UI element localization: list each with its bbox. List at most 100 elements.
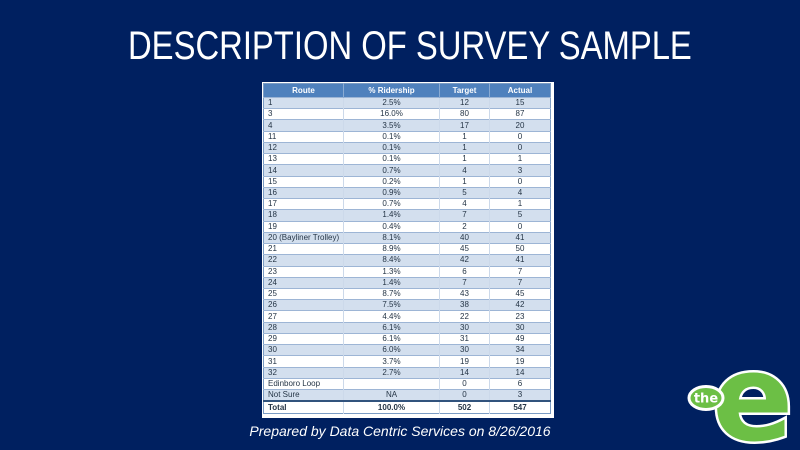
cell-ridership: 0.1% (343, 130, 440, 143)
cell-actual: 19 (489, 355, 551, 368)
cell-route: 15 (263, 175, 344, 188)
cell-ridership: 0.2% (343, 175, 440, 188)
cell-target: 38 (439, 299, 490, 311)
cell-actual: 41 (489, 231, 551, 244)
cell-target: 1 (439, 153, 490, 165)
table-row: 27 4.4% 22 23 (263, 310, 551, 323)
table-row: Total 100.0% 502 547 (263, 400, 551, 414)
cell-route: 19 (263, 220, 344, 233)
cell-ridership: 2.5% (343, 96, 440, 109)
cell-ridership: 6.1% (343, 332, 440, 345)
cell-route: 24 (263, 276, 344, 289)
cell-target: 1 (439, 130, 490, 143)
logo-the-label: the (694, 392, 718, 407)
cell-target: 42 (439, 254, 490, 267)
cell-ridership: 0.1% (343, 141, 440, 154)
column-header-actual: Actual (489, 83, 551, 98)
cell-ridership: 6.0% (343, 344, 440, 356)
cell-target: 45 (439, 243, 490, 255)
cell-target: 7 (439, 276, 490, 289)
column-header-target: Target (439, 83, 490, 98)
cell-actual: 4 (489, 186, 551, 199)
cell-ridership: 8.7% (343, 287, 440, 300)
cell-target: 19 (439, 355, 490, 368)
survey-table-panel: Route % Ridership Target Actual 1 2.5% 1… (262, 82, 554, 418)
cell-actual: 3 (489, 389, 551, 402)
table-row: 19 0.4% 2 0 (263, 220, 551, 233)
cell-route: 20 (Bayliner Trolley) (263, 231, 344, 244)
table-row: 11 0.1% 1 0 (263, 130, 551, 143)
table-row: Edinboro Loop 0 6 (263, 377, 551, 390)
cell-ridership: 8.4% (343, 254, 440, 267)
table-row: 13 0.1% 1 1 (263, 153, 551, 165)
cell-route: 17 (263, 198, 344, 210)
cell-route: 22 (263, 254, 344, 267)
cell-actual: 5 (489, 209, 551, 222)
cell-route: 4 (263, 119, 344, 132)
cell-target: 30 (439, 344, 490, 356)
table-row: 24 1.4% 7 7 (263, 276, 551, 289)
cell-target: 1 (439, 141, 490, 154)
cell-ridership: 16.0% (343, 108, 440, 120)
table-row: 1 2.5% 12 15 (263, 96, 551, 109)
survey-table: Route % Ridership Target Actual 1 2.5% 1… (263, 83, 551, 414)
cell-route: 21 (263, 243, 344, 255)
cell-route: 1 (263, 96, 344, 109)
table-row: 26 7.5% 38 42 (263, 299, 551, 311)
table-row: 14 0.7% 4 3 (263, 164, 551, 177)
cell-ridership: 2.7% (343, 366, 440, 379)
cell-target: 30 (439, 321, 490, 334)
cell-route: 14 (263, 164, 344, 177)
table-row: 15 0.2% 1 0 (263, 175, 551, 188)
table-row: 3 16.0% 80 87 (263, 108, 551, 120)
cell-target: 5 (439, 186, 490, 199)
cell-ridership: NA (343, 389, 440, 402)
cell-route: 18 (263, 209, 344, 222)
cell-target: 43 (439, 287, 490, 300)
cell-actual: 0 (489, 141, 551, 154)
cell-target: 22 (439, 310, 490, 323)
cell-target: 2 (439, 220, 490, 233)
table-row: 16 0.9% 5 4 (263, 186, 551, 199)
cell-ridership: 3.7% (343, 355, 440, 368)
cell-route: Edinboro Loop (263, 377, 344, 390)
cell-ridership: 4.4% (343, 310, 440, 323)
cell-target: 12 (439, 96, 490, 109)
cell-route: 26 (263, 299, 344, 311)
cell-ridership: 0.4% (343, 220, 440, 233)
cell-target: 1 (439, 175, 490, 188)
cell-actual: 23 (489, 310, 551, 323)
table-row: 21 8.9% 45 50 (263, 243, 551, 255)
cell-ridership: 8.9% (343, 243, 440, 255)
cell-ridership: 7.5% (343, 299, 440, 311)
cell-actual: 6 (489, 377, 551, 390)
cell-ridership: 6.1% (343, 321, 440, 334)
cell-actual: 0 (489, 175, 551, 188)
cell-target: 502 (439, 400, 490, 414)
cell-ridership: 1.4% (343, 276, 440, 289)
table-row: 29 6.1% 31 49 (263, 332, 551, 345)
cell-actual: 0 (489, 220, 551, 233)
table-row: 28 6.1% 30 30 (263, 321, 551, 334)
cell-ridership: 3.5% (343, 119, 440, 132)
cell-target: 0 (439, 377, 490, 390)
table-row: 20 (Bayliner Trolley) 8.1% 40 41 (263, 231, 551, 244)
cell-target: 80 (439, 108, 490, 120)
table-row: 25 8.7% 43 45 (263, 287, 551, 300)
cell-route: 27 (263, 310, 344, 323)
column-header-route: Route (263, 83, 344, 98)
cell-route: 29 (263, 332, 344, 345)
slide-footer: Prepared by Data Centric Services on 8/2… (249, 423, 551, 439)
cell-actual: 34 (489, 344, 551, 356)
cell-target: 4 (439, 164, 490, 177)
table-row: 30 6.0% 30 34 (263, 344, 551, 356)
slide-title: DESCRIPTION OF SURVEY SAMPLE (128, 24, 692, 68)
cell-target: 6 (439, 265, 490, 278)
cell-route: 16 (263, 186, 344, 199)
table-row: 22 8.4% 42 41 (263, 254, 551, 267)
cell-actual: 41 (489, 254, 551, 267)
cell-actual: 15 (489, 96, 551, 109)
column-header-ridership: % Ridership (343, 83, 440, 98)
cell-target: 17 (439, 119, 490, 132)
cell-route: 13 (263, 153, 344, 165)
